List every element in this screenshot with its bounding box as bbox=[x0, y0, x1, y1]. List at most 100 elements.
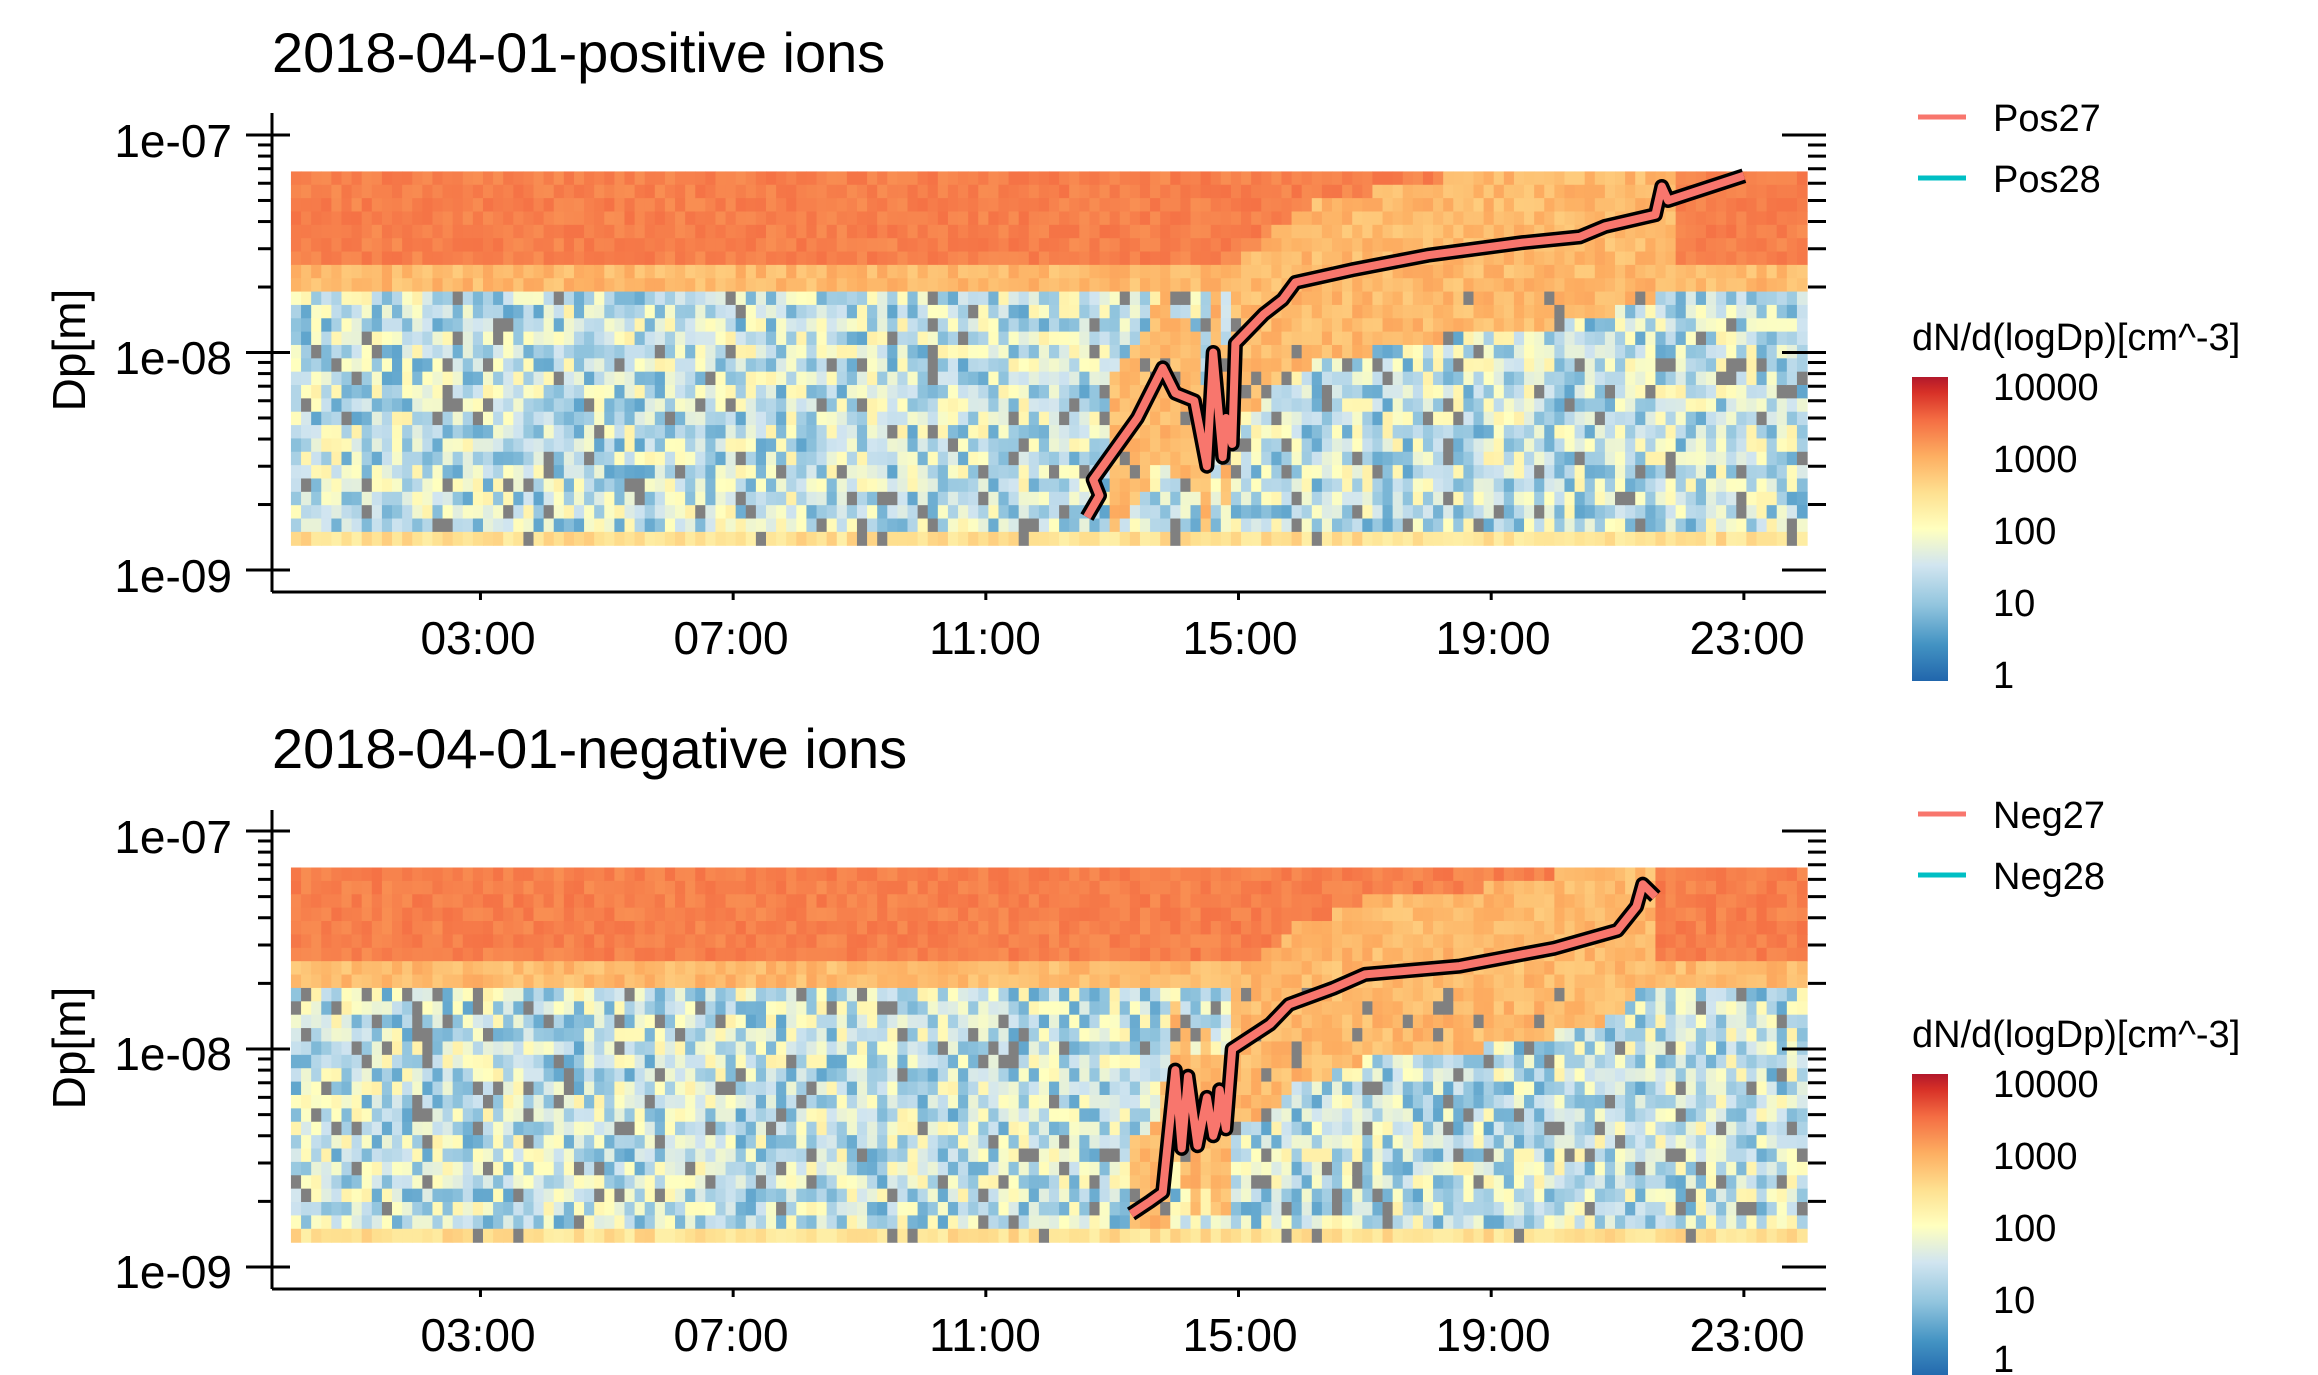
heatmap-cell bbox=[1483, 198, 1495, 213]
heatmap-cell bbox=[1321, 238, 1333, 253]
heatmap-cell bbox=[422, 907, 434, 922]
heatmap-cell bbox=[553, 451, 565, 466]
heatmap-cell bbox=[856, 291, 868, 306]
heatmap-cell bbox=[1271, 425, 1283, 440]
heatmap-cell bbox=[422, 1081, 434, 1096]
heatmap-cell bbox=[1503, 478, 1515, 493]
heatmap-cell bbox=[715, 238, 727, 253]
heatmap-cell bbox=[1079, 304, 1091, 319]
heatmap-cell bbox=[290, 304, 302, 319]
heatmap-cell bbox=[452, 531, 464, 546]
heatmap-cell bbox=[452, 318, 464, 333]
heatmap-cell bbox=[1190, 331, 1202, 346]
heatmap-cell bbox=[978, 491, 989, 506]
heatmap-cell bbox=[1473, 358, 1485, 373]
heatmap-cell bbox=[867, 304, 878, 319]
heatmap-cell bbox=[1544, 291, 1555, 306]
heatmap-cell bbox=[331, 1068, 343, 1083]
heatmap-cell bbox=[604, 518, 615, 533]
heatmap-cell bbox=[1766, 465, 1778, 480]
heatmap-cell bbox=[836, 238, 848, 253]
heatmap-cell bbox=[816, 318, 828, 333]
heatmap-cell bbox=[1513, 518, 1525, 533]
heatmap-cell bbox=[776, 318, 787, 333]
heatmap-cell bbox=[1261, 451, 1272, 466]
heatmap-cell bbox=[1695, 518, 1707, 533]
heatmap-cell bbox=[1635, 264, 1646, 279]
heatmap-cell bbox=[766, 171, 777, 186]
heatmap-cell bbox=[513, 278, 525, 293]
heatmap-cell bbox=[1716, 451, 1727, 466]
heatmap-cell bbox=[877, 238, 888, 253]
heatmap-cell bbox=[826, 411, 838, 426]
heatmap-cell bbox=[978, 411, 989, 426]
heatmap-cell bbox=[1392, 398, 1404, 413]
heatmap-cell bbox=[361, 867, 373, 882]
heatmap-cell bbox=[1493, 304, 1505, 319]
x-tick-label: 15:00 bbox=[1182, 612, 1297, 664]
heatmap-cell bbox=[1726, 425, 1737, 440]
heatmap-cell bbox=[887, 518, 898, 533]
heatmap-cell bbox=[392, 198, 403, 213]
heatmap-cell bbox=[786, 318, 797, 333]
heatmap-cell bbox=[402, 1121, 413, 1136]
heatmap-cell bbox=[371, 987, 383, 1002]
heatmap-cell bbox=[937, 238, 949, 253]
heatmap-cell bbox=[1574, 304, 1586, 319]
heatmap-cell bbox=[482, 1228, 494, 1243]
heatmap-cell bbox=[381, 425, 393, 440]
heatmap-cell bbox=[1028, 238, 1040, 253]
heatmap-cell bbox=[1291, 491, 1303, 506]
heatmap-cell bbox=[301, 1188, 312, 1203]
heatmap-cell bbox=[1635, 398, 1646, 413]
heatmap-cell bbox=[887, 358, 898, 373]
heatmap-cell bbox=[361, 1135, 373, 1150]
heatmap-cell bbox=[887, 398, 898, 413]
heatmap-cell bbox=[1513, 264, 1525, 279]
heatmap-cell bbox=[1018, 304, 1030, 319]
heatmap-cell bbox=[442, 921, 454, 936]
heatmap-cell bbox=[1230, 465, 1242, 480]
heatmap-cell bbox=[503, 987, 514, 1002]
heatmap-cell bbox=[543, 278, 555, 293]
heatmap-cell bbox=[392, 974, 403, 989]
heatmap-cell bbox=[887, 491, 898, 506]
heatmap-cell bbox=[1392, 318, 1404, 333]
heatmap-cell bbox=[533, 531, 545, 546]
heatmap-cell bbox=[1089, 184, 1101, 199]
heatmap-cell bbox=[1362, 371, 1374, 386]
heatmap-cell bbox=[594, 371, 605, 386]
heatmap-cell bbox=[968, 398, 979, 413]
heatmap-cell bbox=[472, 1215, 484, 1230]
heatmap-cell bbox=[1170, 425, 1181, 440]
heatmap-cell bbox=[604, 438, 615, 453]
heatmap-cell bbox=[1584, 251, 1596, 266]
heatmap-cell bbox=[1433, 358, 1444, 373]
heatmap-cell bbox=[1766, 171, 1778, 186]
heatmap-cell bbox=[513, 1188, 525, 1203]
heatmap-cell bbox=[1544, 385, 1555, 399]
heatmap-cell bbox=[735, 358, 747, 373]
heatmap-cell bbox=[462, 1228, 474, 1243]
heatmap-cell bbox=[1049, 531, 1060, 546]
heatmap-cell bbox=[351, 1068, 363, 1083]
heatmap-cell bbox=[624, 224, 636, 239]
heatmap-cell bbox=[1139, 465, 1151, 480]
heatmap-cell bbox=[543, 184, 555, 199]
heatmap-cell bbox=[422, 880, 434, 895]
heatmap-cell bbox=[523, 1028, 535, 1043]
heatmap-cell bbox=[1301, 304, 1313, 319]
heatmap-cell bbox=[988, 304, 1000, 319]
heatmap-cell bbox=[1786, 385, 1798, 399]
heatmap-cell bbox=[290, 505, 302, 520]
heatmap-cell bbox=[1311, 451, 1323, 466]
heatmap-cell bbox=[331, 224, 343, 239]
heatmap-cell bbox=[1301, 331, 1313, 346]
heatmap-cell bbox=[1716, 465, 1727, 480]
heatmap-cell bbox=[351, 1148, 363, 1163]
heatmap-cell bbox=[1483, 304, 1495, 319]
heatmap-cell bbox=[1301, 211, 1313, 226]
heatmap-cell bbox=[412, 438, 423, 453]
heatmap-cell bbox=[493, 907, 504, 922]
heatmap-cell bbox=[1766, 291, 1778, 306]
